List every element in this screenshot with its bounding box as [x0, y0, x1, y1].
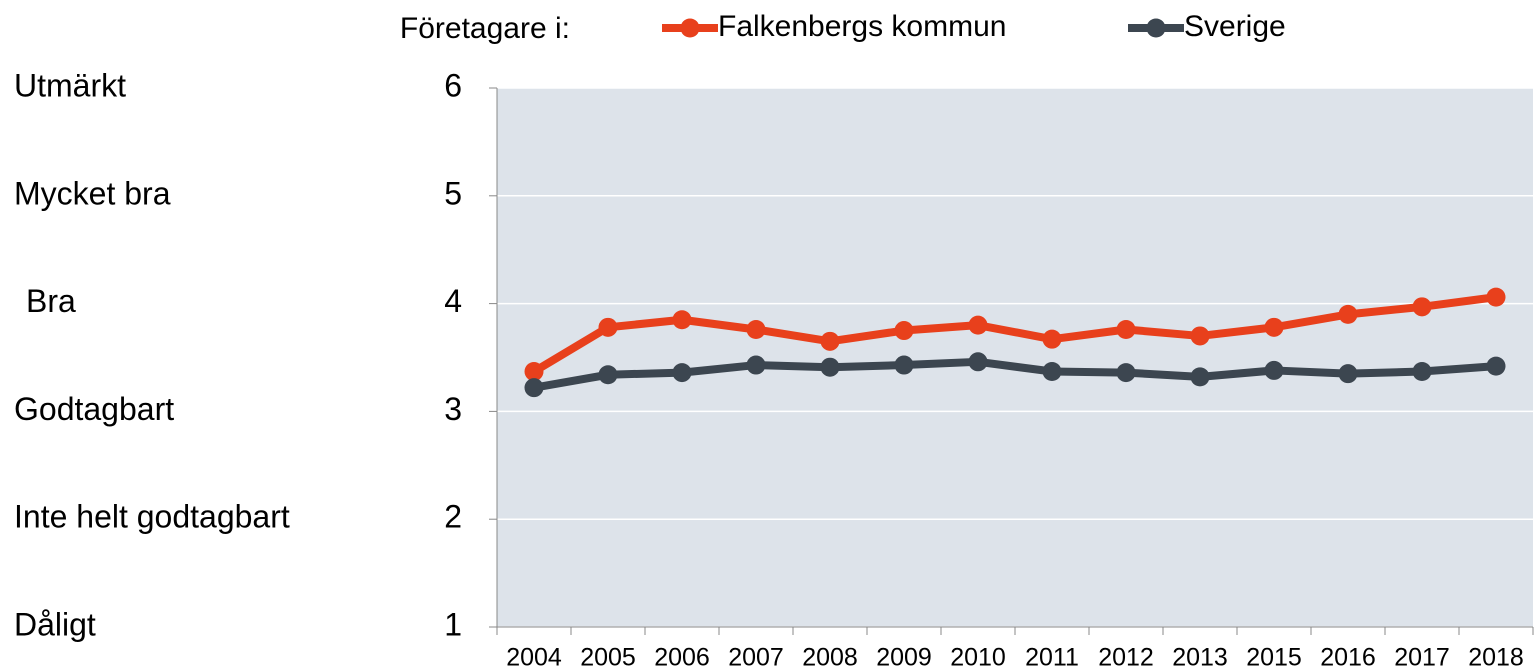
point: [1486, 287, 1506, 307]
point: [1338, 364, 1358, 384]
level-label: Dåligt: [14, 606, 96, 642]
point: [746, 319, 766, 339]
point: [1412, 297, 1432, 317]
level-label: Inte helt godtagbart: [14, 499, 290, 535]
point: [672, 310, 692, 330]
series-line: [533, 357, 1497, 392]
point: [524, 362, 544, 382]
point: [820, 357, 840, 377]
legend-label: Falkenbergs kommun: [718, 10, 1006, 43]
level-label: Mycket bra: [14, 175, 171, 211]
point: [894, 355, 914, 375]
legend-label: Sverige: [1184, 10, 1286, 43]
point: [1486, 356, 1506, 376]
point: [820, 331, 840, 351]
point: [746, 355, 766, 375]
x-tick-label: 2004: [506, 644, 562, 671]
x-tick-label: 2007: [728, 644, 784, 671]
legend-title: Företagare i:: [400, 12, 570, 45]
x-tick-label: 2013: [1172, 644, 1228, 671]
point: [1190, 367, 1210, 387]
point: [598, 317, 618, 337]
x-tick-label: 2016: [1320, 644, 1376, 671]
x-tick-label: 2006: [654, 644, 710, 671]
level-label: Godtagbart: [14, 391, 174, 427]
x-tick-label: 2009: [876, 644, 932, 671]
x-tick-label: 2005: [580, 644, 636, 671]
y-tick-label: 4: [444, 283, 462, 319]
y-tick-label: 2: [444, 499, 462, 535]
x-tick-label: 2011: [1025, 644, 1079, 671]
point: [894, 321, 914, 341]
point: [1042, 329, 1062, 349]
x-tick-label: 2018: [1468, 644, 1524, 671]
y-tick-label: 5: [444, 175, 462, 211]
point: [1338, 304, 1358, 324]
point: [1412, 362, 1432, 382]
point: [1042, 362, 1062, 382]
point: [1116, 319, 1136, 339]
x-tick-label: 2017: [1394, 644, 1450, 671]
series-line: [531, 293, 1497, 375]
point: [1190, 326, 1210, 346]
point: [1264, 317, 1284, 337]
point: [1116, 363, 1136, 383]
y-tick-label: 1: [444, 606, 462, 642]
plot-area: [497, 88, 1533, 627]
legend-marker: [680, 18, 700, 38]
y-tick-label: 3: [444, 391, 462, 427]
point: [672, 363, 692, 383]
level-label: Bra: [26, 283, 76, 319]
y-tick-label: 6: [444, 67, 462, 103]
x-tick-label: 2008: [802, 644, 858, 671]
point: [598, 365, 618, 385]
point: [968, 315, 988, 335]
level-label: Utmärkt: [14, 67, 126, 103]
x-tick-label: 2012: [1098, 644, 1154, 671]
x-tick-label: 2015: [1246, 644, 1302, 671]
x-tick-label: 2010: [950, 644, 1006, 671]
point: [968, 352, 988, 372]
point: [524, 378, 544, 398]
point: [1264, 360, 1284, 380]
legend-marker: [1146, 18, 1166, 38]
